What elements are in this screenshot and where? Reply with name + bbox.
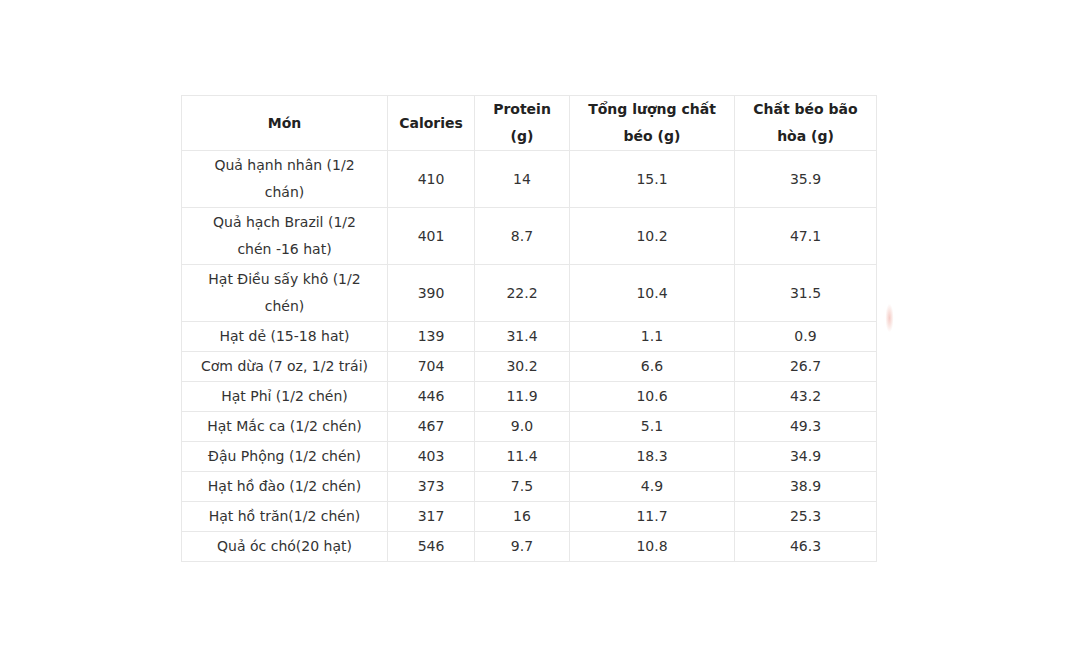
table-row: Hạt Phỉ (1/2 chén)44611.910.643.2: [182, 382, 877, 412]
table-row: Hạt Điều sấy khô (1/2 chén)39022.210.431…: [182, 265, 877, 322]
cell-mon: Quả óc chó(20 hạt): [182, 532, 388, 562]
table-row: Hạt Mắc ca (1/2 chén)4679.05.149.3: [182, 412, 877, 442]
cell-value: 30.2: [475, 352, 570, 382]
cell-value: 373: [388, 472, 475, 502]
cell-mon: Quả hạnh nhân (1/2 chán): [182, 151, 388, 208]
cell-value: 26.7: [735, 352, 877, 382]
cell-value: 9.7: [475, 532, 570, 562]
cell-value: 15.1: [570, 151, 735, 208]
cell-value: 401: [388, 208, 475, 265]
cell-value: 10.8: [570, 532, 735, 562]
cell-mon: Cơm dừa (7 oz, 1/2 trái): [182, 352, 388, 382]
column-header-4: Chất béo bão hòa (g): [735, 96, 877, 151]
cell-mon: Hạt hồ trăn(1/2 chén): [182, 502, 388, 532]
header-row: MónCaloriesProtein (g)Tổng lượng chất bé…: [182, 96, 877, 151]
column-header-3: Tổng lượng chất béo (g): [570, 96, 735, 151]
cell-value: 467: [388, 412, 475, 442]
cell-value: 390: [388, 265, 475, 322]
cell-value: 0.9: [735, 322, 877, 352]
cell-value: 47.1: [735, 208, 877, 265]
cell-value: 10.6: [570, 382, 735, 412]
cell-value: 10.2: [570, 208, 735, 265]
cell-value: 403: [388, 442, 475, 472]
cell-value: 317: [388, 502, 475, 532]
table-row: Hạt hồ trăn(1/2 chén)3171611.725.3: [182, 502, 877, 532]
cell-mon: Đậu Phộng (1/2 chén): [182, 442, 388, 472]
cell-value: 5.1: [570, 412, 735, 442]
cell-value: 35.9: [735, 151, 877, 208]
table-row: Cơm dừa (7 oz, 1/2 trái)70430.26.626.7: [182, 352, 877, 382]
cell-value: 8.7: [475, 208, 570, 265]
cell-value: 18.3: [570, 442, 735, 472]
cell-mon: Hạt hồ đào (1/2 chén): [182, 472, 388, 502]
table-row: Đậu Phộng (1/2 chén)40311.418.334.9: [182, 442, 877, 472]
red-smudge-artifact: [884, 299, 895, 337]
table-row: Hạt hồ đào (1/2 chén)3737.54.938.9: [182, 472, 877, 502]
cell-value: 38.9: [735, 472, 877, 502]
cell-value: 11.9: [475, 382, 570, 412]
cell-value: 31.4: [475, 322, 570, 352]
cell-mon: Hạt Điều sấy khô (1/2 chén): [182, 265, 388, 322]
cell-value: 10.4: [570, 265, 735, 322]
cell-value: 11.7: [570, 502, 735, 532]
cell-value: 31.5: [735, 265, 877, 322]
cell-mon: Quả hạch Brazil (1/2 chén -16 hat): [182, 208, 388, 265]
cell-value: 14: [475, 151, 570, 208]
cell-value: 9.0: [475, 412, 570, 442]
cell-value: 410: [388, 151, 475, 208]
table-row: Quả hạnh nhân (1/2 chán)4101415.135.9: [182, 151, 877, 208]
cell-value: 4.9: [570, 472, 735, 502]
cell-value: 49.3: [735, 412, 877, 442]
table-row: Hạt dẻ (15-18 hat)13931.41.10.9: [182, 322, 877, 352]
cell-mon: Hạt dẻ (15-18 hat): [182, 322, 388, 352]
nutrition-table: MónCaloriesProtein (g)Tổng lượng chất bé…: [181, 95, 877, 562]
cell-value: 25.3: [735, 502, 877, 532]
nutrition-table-container: MónCaloriesProtein (g)Tổng lượng chất bé…: [181, 95, 877, 562]
column-header-0: Món: [182, 96, 388, 151]
cell-value: 446: [388, 382, 475, 412]
cell-value: 43.2: [735, 382, 877, 412]
cell-value: 1.1: [570, 322, 735, 352]
table-body: Quả hạnh nhân (1/2 chán)4101415.135.9Quả…: [182, 151, 877, 562]
column-header-1: Calories: [388, 96, 475, 151]
cell-value: 34.9: [735, 442, 877, 472]
cell-value: 46.3: [735, 532, 877, 562]
cell-value: 16: [475, 502, 570, 532]
cell-value: 6.6: [570, 352, 735, 382]
table-row: Quả hạch Brazil (1/2 chén -16 hat)4018.7…: [182, 208, 877, 265]
cell-value: 22.2: [475, 265, 570, 322]
cell-value: 11.4: [475, 442, 570, 472]
cell-mon: Hạt Phỉ (1/2 chén): [182, 382, 388, 412]
cell-value: 546: [388, 532, 475, 562]
cell-value: 139: [388, 322, 475, 352]
table-row: Quả óc chó(20 hạt)5469.710.846.3: [182, 532, 877, 562]
cell-value: 704: [388, 352, 475, 382]
cell-value: 7.5: [475, 472, 570, 502]
column-header-2: Protein (g): [475, 96, 570, 151]
cell-mon: Hạt Mắc ca (1/2 chén): [182, 412, 388, 442]
